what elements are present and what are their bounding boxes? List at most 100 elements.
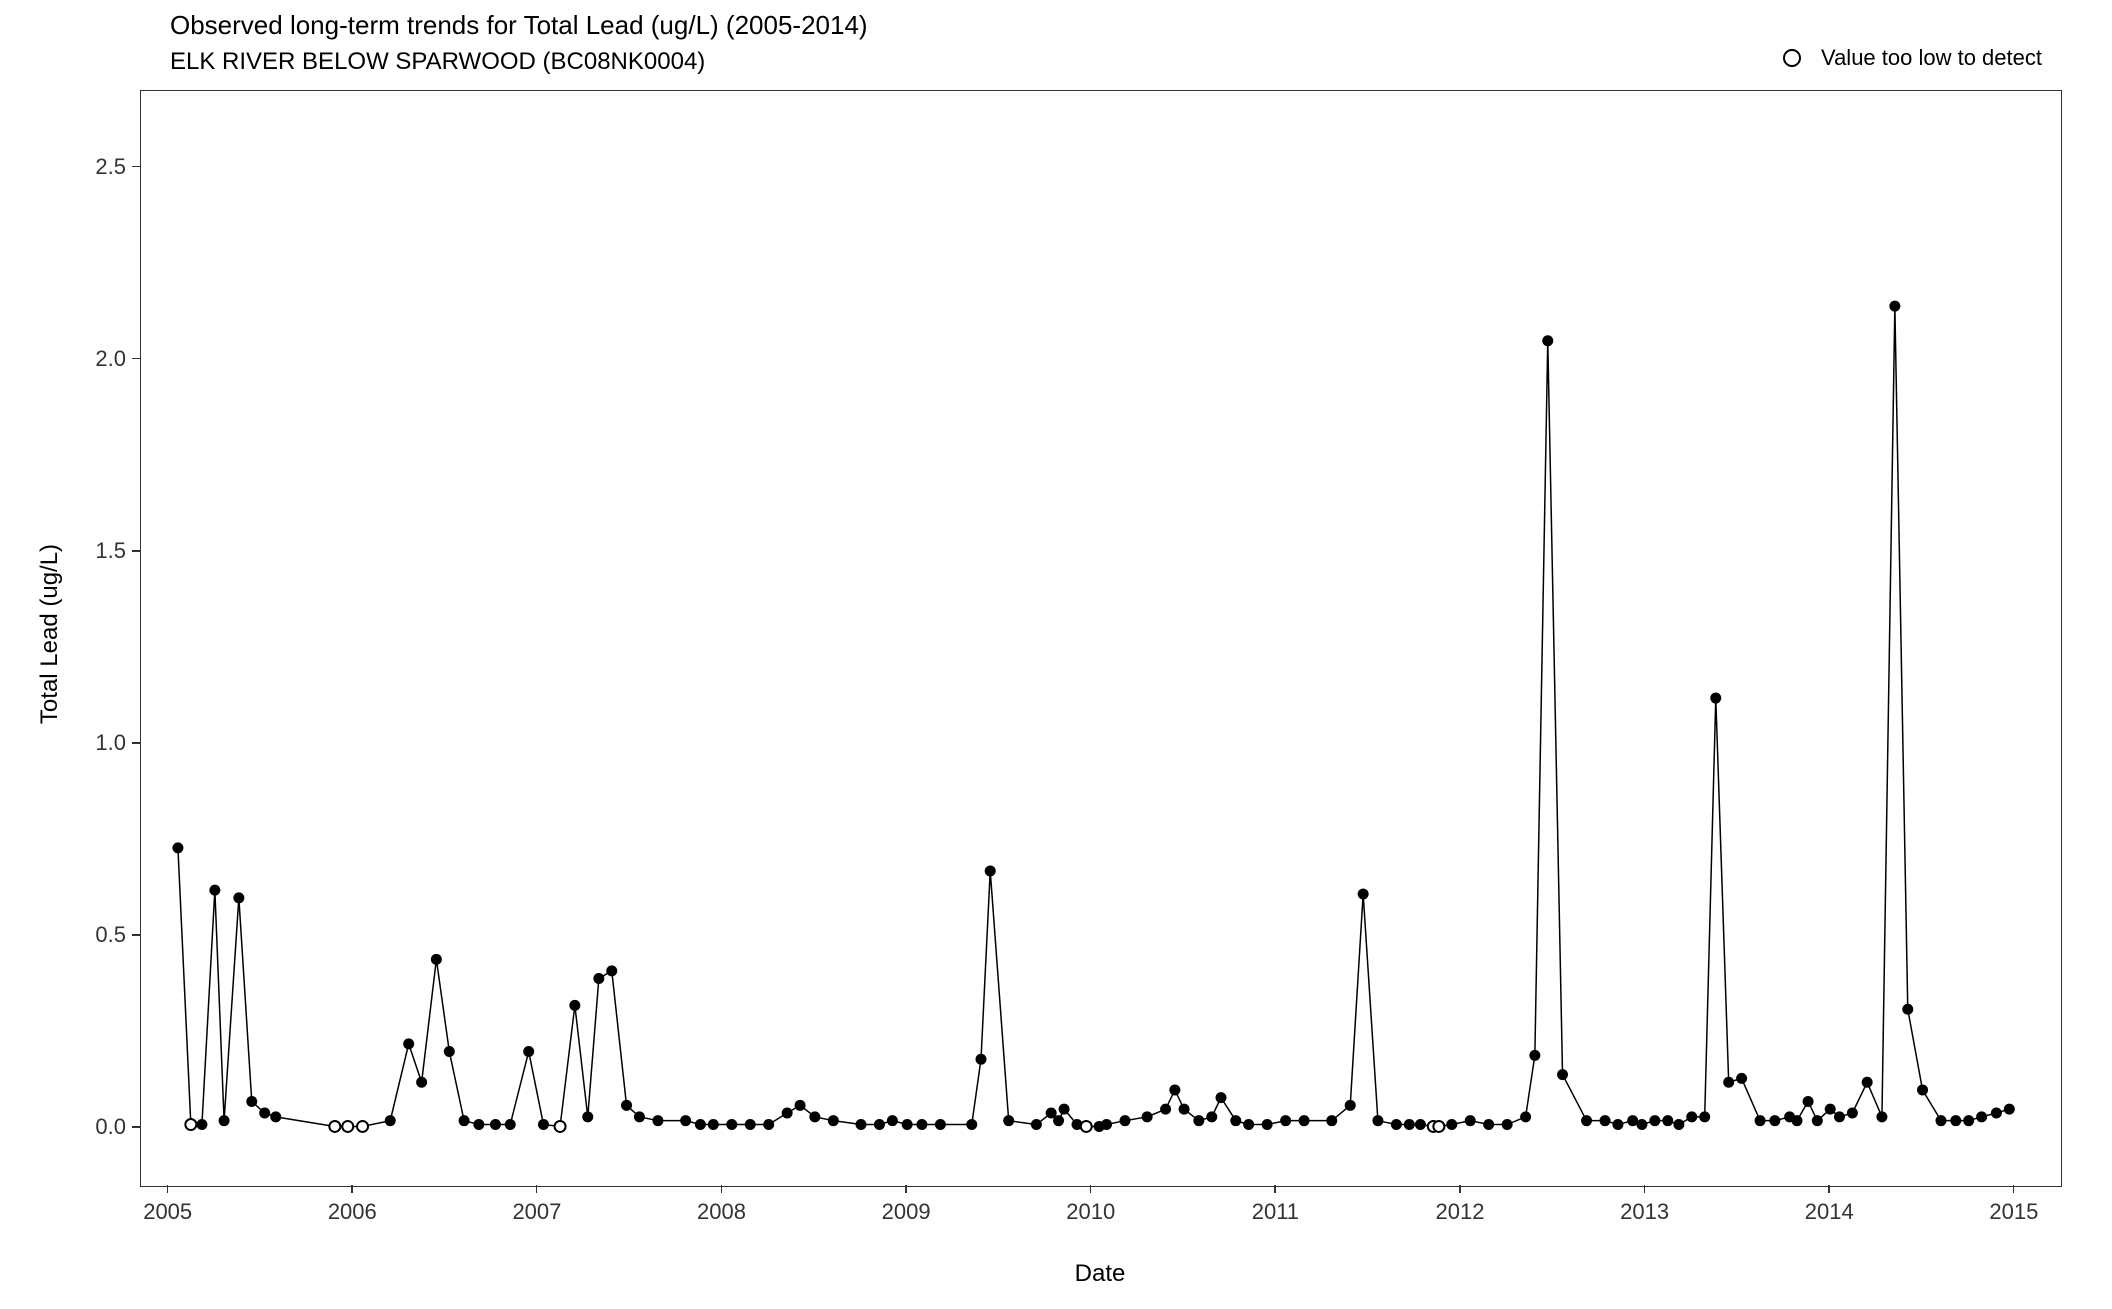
data-point [1976,1111,1987,1122]
y-tick-label: 0.5 [95,922,126,948]
data-point [505,1119,516,1130]
data-point [1876,1111,1887,1122]
data-point [523,1046,534,1057]
x-tick-label: 2011 [1245,1199,1305,1225]
x-tick-mark [721,1185,723,1193]
data-point [1917,1084,1928,1095]
data-point [473,1119,484,1130]
x-axis-label: Date [140,1260,2060,1288]
data-point [1902,1004,1913,1015]
data-point [246,1096,257,1107]
data-point [1160,1104,1171,1115]
data-point [1847,1108,1858,1119]
data-point [1262,1119,1273,1130]
data-point [902,1119,913,1130]
data-point [569,1000,580,1011]
x-tick-mark [351,1185,353,1193]
data-point [459,1115,470,1126]
data-point [745,1119,756,1130]
data-point [444,1046,455,1057]
data-point [403,1038,414,1049]
data-point [828,1115,839,1126]
data-point [1520,1111,1531,1122]
data-point [1003,1115,1014,1126]
data-point [1372,1115,1383,1126]
y-tick-label: 1.5 [95,538,126,564]
data-point [1326,1115,1337,1126]
data-point [976,1054,987,1065]
y-tick-mark [132,166,140,168]
data-point [856,1119,867,1130]
data-point [1465,1115,1476,1126]
data-point [172,842,183,853]
data-point [1206,1111,1217,1122]
data-point [209,885,220,896]
x-tick-mark [1274,1185,1276,1193]
y-tick-label: 2.5 [95,154,126,180]
data-point [1834,1111,1845,1122]
series-svg [141,91,2061,1186]
data-point [593,973,604,984]
data-point [1636,1119,1647,1130]
data-point [1736,1073,1747,1084]
y-tick-mark [132,934,140,936]
data-point [1391,1119,1402,1130]
x-tick-label: 2007 [507,1199,567,1225]
data-point [233,892,244,903]
data-point [1280,1115,1291,1126]
data-point-open [357,1121,368,1132]
x-tick-label: 2006 [322,1199,382,1225]
x-tick-mark [1459,1185,1461,1193]
data-point [887,1115,898,1126]
data-point [2004,1104,2015,1115]
data-point-open [555,1121,566,1132]
legend-open-circle-icon [1783,49,1801,67]
data-point [1686,1111,1697,1122]
data-point [582,1111,593,1122]
x-tick-label: 2014 [1799,1199,1859,1225]
data-point-open [342,1121,353,1132]
chart-title: Observed long-term trends for Total Lead… [170,10,868,41]
data-point [1862,1077,1873,1088]
x-tick-label: 2008 [692,1199,752,1225]
data-point [1358,889,1369,900]
x-tick-mark [167,1185,169,1193]
series-line [178,306,2009,1126]
data-point [621,1100,632,1111]
data-point [1825,1104,1836,1115]
data-point [708,1119,719,1130]
data-point [1345,1100,1356,1111]
data-point [782,1108,793,1119]
x-tick-label: 2012 [1430,1199,1490,1225]
data-point [1446,1119,1457,1130]
x-tick-mark [1644,1185,1646,1193]
data-point [809,1111,820,1122]
x-tick-mark [1090,1185,1092,1193]
data-point [1557,1069,1568,1080]
data-point [1179,1104,1190,1115]
data-point [606,965,617,976]
data-point [1662,1115,1673,1126]
data-point [1812,1115,1823,1126]
x-tick-label: 2010 [1061,1199,1121,1225]
data-point [1889,301,1900,312]
x-tick-label: 2009 [876,1199,936,1225]
data-point [1649,1115,1660,1126]
data-point [1755,1115,1766,1126]
data-point [1612,1119,1623,1130]
data-point [795,1100,806,1111]
data-point [385,1115,396,1126]
data-point [1193,1115,1204,1126]
data-point-open [1433,1121,1444,1132]
data-point [985,865,996,876]
data-point [1710,693,1721,704]
data-point [1792,1115,1803,1126]
data-point [1936,1115,1947,1126]
data-point [680,1115,691,1126]
data-point [726,1119,737,1130]
data-point [1600,1115,1611,1126]
data-point [935,1119,946,1130]
data-point [1673,1119,1684,1130]
data-point [259,1108,270,1119]
data-point [763,1119,774,1130]
